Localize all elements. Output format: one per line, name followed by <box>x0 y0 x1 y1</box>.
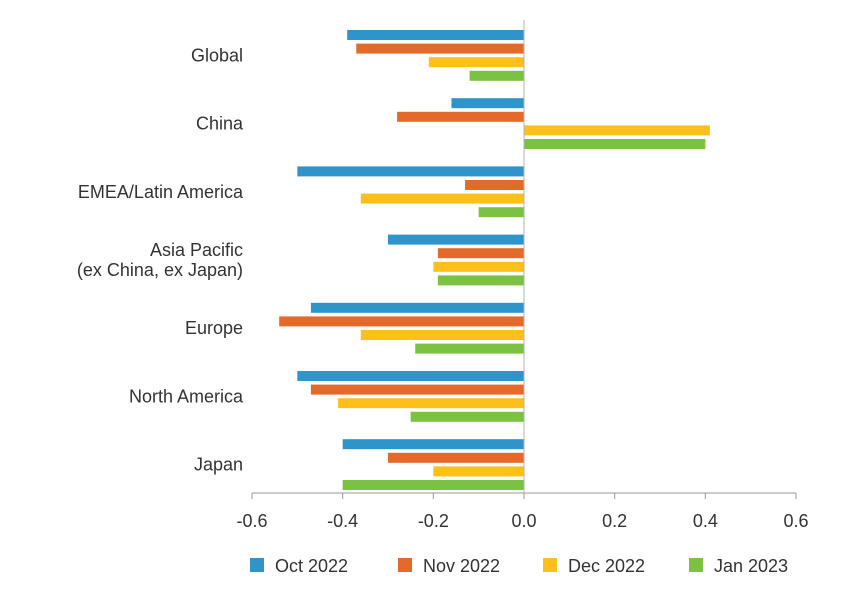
legend-label-1: Nov 2022 <box>423 556 500 576</box>
bar-0-2 <box>428 57 524 68</box>
bar-5-2 <box>338 398 524 409</box>
legend-label-3: Jan 2023 <box>714 556 788 576</box>
category-label-line: North America <box>129 386 244 406</box>
legend-swatch-2 <box>543 558 557 572</box>
legend-swatch-1 <box>398 558 412 572</box>
bar-4-3 <box>415 343 524 354</box>
legend-label-0: Oct 2022 <box>275 556 348 576</box>
category-label: EMEA/Latin America <box>78 182 244 202</box>
category-label: Asia Pacific (ex China, ex Japan) <box>77 240 243 280</box>
bar-3-0 <box>388 234 524 245</box>
bar-6-3 <box>342 480 524 490</box>
category-label: China <box>196 114 244 134</box>
bar-5-1 <box>310 384 524 395</box>
category-labels: Global China EMEA/Latin America Asia Pacifi… <box>77 45 244 474</box>
bar-2-3 <box>478 207 524 218</box>
x-tick-label: -0.6 <box>236 511 267 531</box>
bar-1-0 <box>451 98 524 109</box>
category-label: Japan <box>194 455 243 475</box>
x-tick-label: -0.2 <box>418 511 449 531</box>
x-tick-label: -0.4 <box>327 511 358 531</box>
bar-5-0 <box>297 371 524 381</box>
x-tick-label: 0.6 <box>783 511 808 531</box>
bar-1-2 <box>524 125 710 136</box>
category-label: Global <box>191 45 243 65</box>
bar-2-2 <box>360 193 524 204</box>
bar-0-3 <box>469 70 524 81</box>
bar-3-3 <box>437 275 524 286</box>
x-axis: -0.6 -0.4 -0.2 0.0 0.2 0.4 0.6 <box>236 492 809 531</box>
category-label: North America <box>129 386 244 406</box>
category-label-line: Japan <box>194 455 243 475</box>
bar-3-1 <box>437 248 524 259</box>
category-label-line: (ex China, ex Japan) <box>77 260 243 280</box>
bar-6-1 <box>388 452 524 463</box>
category-label-line: China <box>196 114 244 134</box>
bar-4-1 <box>279 316 524 327</box>
x-tick-label: 0.0 <box>511 511 536 531</box>
bar-1-1 <box>397 111 524 122</box>
legend-swatch-3 <box>689 558 703 572</box>
bar-2-1 <box>465 180 524 190</box>
legend-swatch-0 <box>250 558 264 572</box>
x-tick-label: 0.4 <box>693 511 718 531</box>
legend-label-2: Dec 2022 <box>568 556 645 576</box>
bars-group <box>279 30 710 490</box>
category-label: Europe <box>185 318 243 338</box>
bar-0-0 <box>347 30 524 40</box>
category-label-line: Asia Pacific <box>150 240 243 260</box>
x-tick-label: 0.2 <box>602 511 627 531</box>
bar-6-2 <box>433 466 524 477</box>
bar-5-3 <box>410 411 524 422</box>
bar-0-1 <box>356 43 524 54</box>
category-label-line: Global <box>191 45 243 65</box>
bar-6-0 <box>342 439 524 450</box>
category-label-line: EMEA/Latin America <box>78 182 244 202</box>
bar-2-0 <box>297 166 524 177</box>
bar-4-0 <box>310 302 524 313</box>
legend: Oct 2022 Nov 2022 Dec 2022 Jan 2023 <box>250 556 788 576</box>
bar-4-2 <box>360 330 524 340</box>
bar-1-3 <box>524 139 706 149</box>
bar-3-2 <box>433 261 524 272</box>
category-label-line: Europe <box>185 318 243 338</box>
